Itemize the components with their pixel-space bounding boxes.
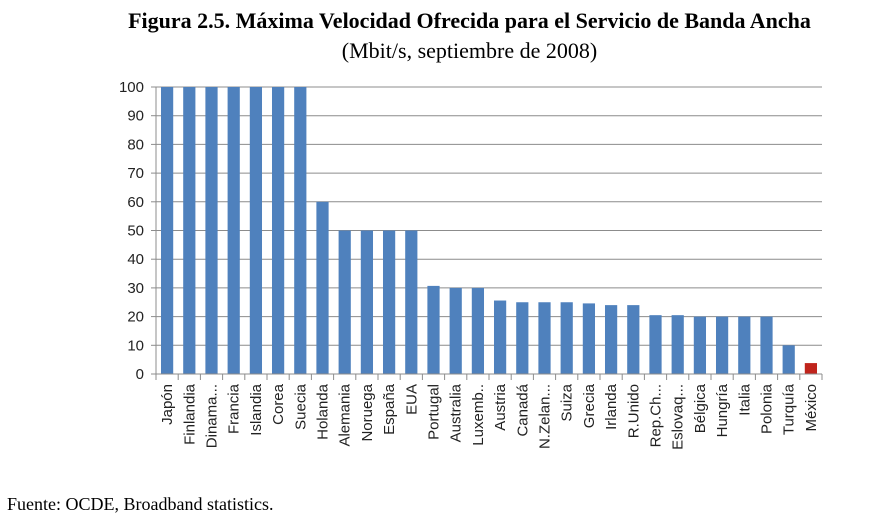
x-tick-label: México	[803, 384, 820, 432]
x-tick-label: Alemania	[337, 383, 354, 446]
bar	[538, 302, 551, 374]
y-tick-label: 40	[127, 251, 144, 268]
bar	[338, 230, 351, 374]
bar-layer	[160, 87, 818, 374]
x-tick-label: Italia	[736, 383, 753, 415]
x-tick-label: Noruega	[359, 383, 376, 441]
bar	[671, 315, 684, 374]
y-tick-label: 10	[127, 337, 144, 354]
bar	[405, 230, 418, 374]
x-tick-label: Suiza	[559, 383, 576, 421]
x-tick-label: Luxemb..	[470, 384, 487, 446]
x-tick-label: Irlanda	[603, 383, 620, 430]
x-tick-label: R.Unido	[625, 384, 642, 438]
grid-layer	[156, 86, 822, 346]
x-tick-label: Hungría	[714, 383, 731, 437]
bar	[227, 87, 240, 374]
bar	[516, 302, 529, 374]
y-tick-label: 90	[127, 108, 144, 125]
x-tick-label: Portugal	[426, 384, 443, 440]
bar	[760, 316, 773, 374]
bar	[316, 201, 329, 374]
bar	[160, 87, 174, 374]
y-tick-label: 70	[127, 165, 144, 182]
bar	[649, 315, 662, 374]
y-tick-label: 20	[127, 309, 144, 326]
bar	[427, 285, 440, 374]
x-tick-label: Finlandia	[181, 383, 198, 445]
y-tick-label: 30	[127, 280, 144, 297]
x-tick-label: España	[381, 383, 398, 435]
bar	[205, 87, 218, 374]
x-tick-label: Japón	[159, 384, 176, 425]
bar	[582, 303, 596, 374]
bar	[693, 316, 707, 374]
x-tick-label: Canadá	[514, 383, 531, 436]
x-tick-label: Rep.Ch...	[648, 384, 665, 447]
bar	[493, 300, 507, 374]
bar-chart: 0 10 20 30 40 50 60 70 80 90 100 Japón Finlandia Dina…	[119, 79, 823, 450]
x-tick-label: Suecia	[292, 383, 309, 430]
bar	[449, 287, 462, 374]
y-tick-label: 50	[127, 223, 144, 240]
chart-title: Figura 2.5. Máxima Velocidad Ofrecida pa…	[128, 8, 811, 33]
x-tick-label: Islandia	[248, 383, 265, 435]
x-tick-label: Dinama...	[204, 384, 221, 448]
x-tick-label: N.Zelan...	[537, 384, 554, 449]
y-tick-label: 0	[136, 366, 144, 383]
label-layer: 0 10 20 30 40 50 60 70 80 90 100 Japón Finlandia Dina…	[119, 79, 820, 450]
x-tick-label: Corea	[270, 383, 287, 425]
bar	[183, 87, 196, 374]
bar	[804, 363, 818, 374]
x-tick-label: Grecia	[581, 383, 598, 428]
chart-subtitle: (Mbit/s, septiembre de 2008)	[341, 38, 598, 63]
source-note: Fuente: OCDE, Broadband statistics.	[7, 494, 274, 514]
bar	[271, 87, 285, 374]
x-tick-label: Francia	[226, 383, 243, 434]
bar	[382, 230, 396, 374]
bar	[360, 230, 374, 374]
bar	[560, 302, 573, 374]
x-tick-label: Polonia	[759, 383, 776, 434]
x-tick-label: Austria	[492, 383, 509, 430]
x-tick-label: Bélgica	[692, 383, 709, 433]
x-tick-label: Turquía	[781, 383, 798, 435]
axis-layer	[151, 86, 823, 380]
bar	[715, 316, 729, 374]
bar	[738, 316, 751, 374]
bar	[627, 305, 640, 374]
x-tick-label: Eslovaq...	[670, 384, 687, 450]
bar	[782, 345, 795, 374]
bar	[604, 305, 618, 374]
bar	[294, 87, 307, 374]
x-tick-label: Holanda	[315, 383, 332, 440]
y-tick-label: 100	[119, 79, 144, 96]
bar	[471, 287, 485, 374]
x-tick-label: Australia	[448, 383, 465, 442]
x-tick-label: EUA	[403, 384, 420, 415]
y-tick-label: 80	[127, 136, 144, 153]
y-tick-label: 60	[127, 194, 144, 211]
bar	[249, 87, 263, 374]
